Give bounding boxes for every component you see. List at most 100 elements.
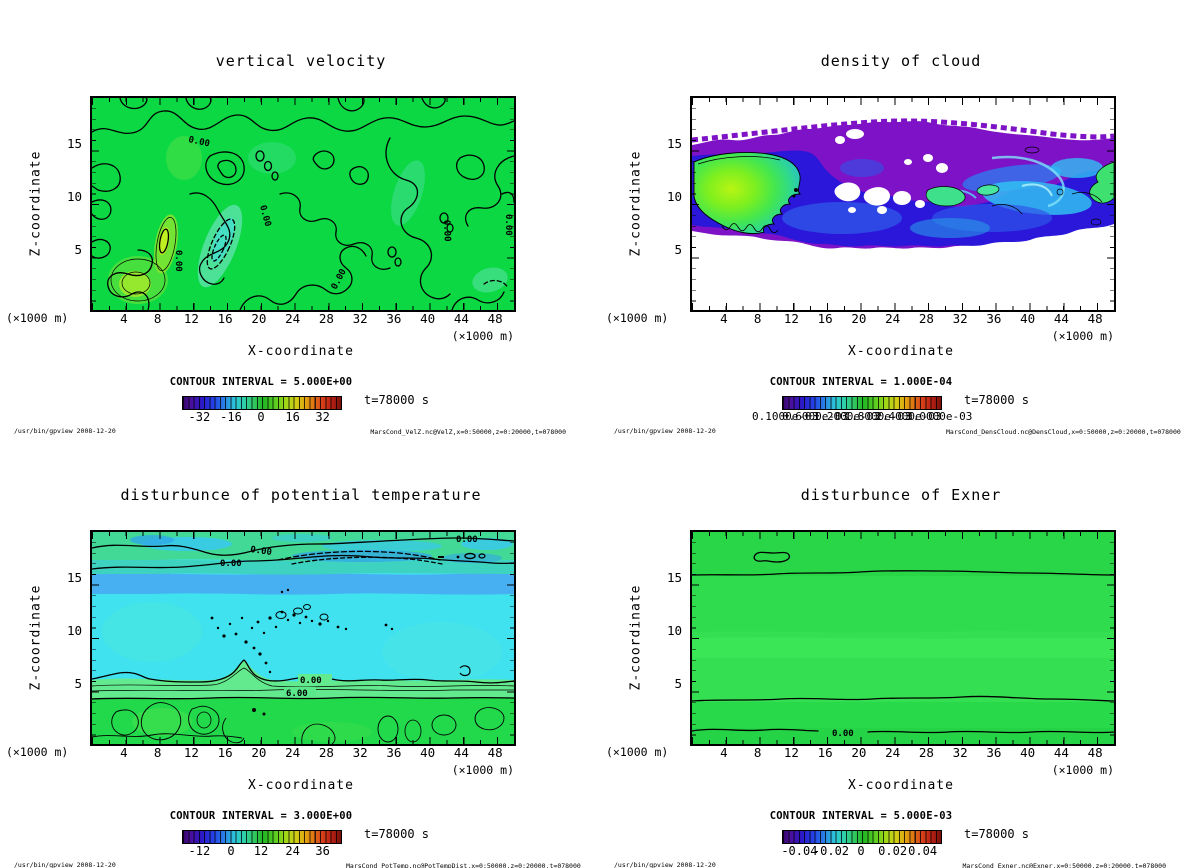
x-tick-label: 36 [386, 745, 402, 760]
contour-plot-canvas [692, 98, 1114, 310]
colorbar-tick-label: 0.02 [878, 844, 908, 858]
contour-label: 0.00 [173, 250, 183, 272]
colorbar-tick-label: -12 [188, 844, 211, 858]
page-title: disturbunce of potential temperature [120, 486, 482, 505]
y-tick-label: 5 [674, 242, 682, 257]
x-tick-label: 32 [352, 745, 368, 760]
contour-interval-caption: CONTOUR INTERVAL = 5.000E-03 [769, 810, 953, 822]
colorbar-tick-labels: -12 0 12 24 36 [182, 844, 340, 858]
y-tick-label: 10 [666, 623, 682, 638]
colorbar [182, 830, 342, 844]
colorbar [782, 396, 942, 410]
page-title: density of cloud [820, 52, 982, 71]
contour-plot-canvas: 0.00 [692, 532, 1114, 744]
panel-density-of-cloud: density of cloud Z-coordinate 15 10 5 [600, 0, 1200, 436]
x-tick-label: 32 [952, 311, 968, 326]
y-tick-label: 10 [666, 189, 682, 204]
x-axis-tick-labels: 4 8 12 16 20 24 28 32 36 40 44 48 [107, 311, 512, 326]
contour-interval-caption: CONTOUR INTERVAL = 5.000E+00 [169, 376, 353, 388]
x-tick-label: 40 [1020, 311, 1036, 326]
x-tick-label: 4 [720, 745, 728, 760]
x-tick-label: 24 [285, 311, 301, 326]
x-tick-label: 48 [1087, 311, 1103, 326]
x-tick-label: 44 [1053, 745, 1069, 760]
x-tick-label: 4 [720, 311, 728, 326]
colorbar [182, 396, 342, 410]
contour-interval-caption: CONTOUR INTERVAL = 1.000E-04 [769, 376, 953, 388]
renderer-footer: /usr/bin/gpview 2008-12-20 [614, 861, 716, 868]
x-tick-label: 28 [318, 311, 334, 326]
contour-plot-vertical-velocity: 0.00 0.00 0.00 0.00 0.00 0.00 [90, 96, 516, 312]
colorbar-tick-labels: -32 -16 0 16 32 [182, 410, 340, 424]
contour-label: 0.00 [300, 676, 322, 686]
colorbar-tick-label: -16 [220, 410, 242, 424]
colorbar-tick-label: 0 [857, 844, 865, 858]
colorbar-tick-label: 12 [253, 844, 269, 858]
x-tick-label: 12 [783, 745, 799, 760]
dataset-footer: MarsCond_VelZ.nc@VelZ,x=0:50000,z=0:2000… [370, 428, 566, 436]
x-tick-label: 20 [251, 745, 267, 760]
x-tick-label: 8 [753, 311, 762, 326]
y-tick-label: 10 [66, 623, 82, 638]
x-tick-label: 16 [217, 745, 233, 760]
contour-plot-exner: 0.00 [690, 530, 1116, 746]
x-tick-label: 32 [352, 311, 368, 326]
colorbar-tick-label: 1.2000e-03 [813, 410, 880, 423]
contour-plot-density-of-cloud [690, 96, 1116, 312]
y-axis-unit: (×1000 m) [6, 311, 69, 325]
x-tick-label: 12 [783, 311, 799, 326]
x-tick-label: 4 [120, 311, 128, 326]
colorbar-tick-label: 0.1000e-03 [752, 410, 819, 423]
page-title: disturbunce of Exner [800, 486, 1002, 505]
x-axis-tick-labels: 4 8 12 16 20 24 28 32 36 40 44 48 [107, 745, 512, 760]
x-tick-label: 8 [753, 745, 762, 760]
x-axis-label: X-coordinate [848, 778, 954, 793]
y-tick-label: 10 [66, 189, 82, 204]
y-tick-label: 5 [674, 676, 682, 691]
contour-label: 0.00 [832, 729, 854, 739]
contour-label: 0.00 [441, 220, 452, 242]
renderer-footer: /usr/bin/gpview 2008-12-20 [14, 861, 116, 868]
x-axis-label: X-coordinate [848, 344, 954, 359]
colorbar-tick-label: 0.04 [908, 844, 938, 858]
colorbar-tick-label: 32 [315, 410, 330, 424]
x-tick-label: 16 [817, 745, 833, 760]
contour-plot-potential-temperature: 0.00 6.00 0.00 0.00 0.00 [90, 530, 516, 746]
colorbar [782, 830, 942, 844]
x-axis-label: X-coordinate [248, 778, 354, 793]
x-axis-unit: (×1000 m) [1051, 329, 1114, 343]
x-tick-label: 40 [420, 311, 436, 326]
x-tick-label: 24 [885, 745, 901, 760]
dataset-footer: MarsCond_DensCloud.nc@DensCloud,x=0:5000… [946, 428, 1181, 436]
colorbar-tick-label: 0 [257, 410, 265, 424]
contour-interval-caption: CONTOUR INTERVAL = 3.000E+00 [169, 810, 353, 822]
dataset-footer: MarsCond_PotTemp.nc@PotTempDist,x=0:5000… [346, 862, 581, 868]
contour-label: 6.00 [286, 689, 308, 699]
x-tick-label: 24 [285, 745, 301, 760]
x-tick-label: 44 [1053, 311, 1069, 326]
time-label: t=78000 s [364, 827, 430, 841]
x-tick-label: 44 [453, 745, 469, 760]
y-tick-label: 15 [666, 570, 682, 585]
colorbar-tick-label: -0.02 [812, 844, 850, 858]
colorbar-tick-label: 24 [285, 844, 300, 858]
x-tick-label: 20 [851, 311, 867, 326]
x-tick-label: 48 [487, 311, 503, 326]
y-axis-unit: (×1000 m) [606, 745, 669, 759]
colorbar-tick-label: 2.4000e-03 [875, 410, 942, 423]
y-axis-unit: (×1000 m) [6, 745, 69, 759]
x-tick-label: 12 [183, 311, 199, 326]
colorbar-tick-label: -32 [188, 410, 211, 424]
x-tick-label: 36 [986, 745, 1002, 760]
dataset-footer: MarsCond_Exner.nc@Exner,x=0:50000,z=0:20… [962, 862, 1167, 868]
colorbar-tick-label: -0.04 [781, 844, 818, 858]
x-tick-label: 36 [986, 311, 1002, 326]
page-title: vertical velocity [215, 52, 387, 71]
colorbar-tick-label: 16 [285, 410, 300, 424]
x-tick-label: 28 [918, 745, 934, 760]
time-label: t=78000 s [364, 393, 430, 407]
x-tick-label: 40 [1020, 745, 1036, 760]
renderer-footer: /usr/bin/gpview 2008-12-20 [14, 427, 116, 435]
x-axis-tick-labels: 4 8 12 16 20 24 28 32 36 40 44 48 [707, 745, 1112, 760]
x-axis-tick-labels: 4 8 12 16 20 24 28 32 36 40 44 48 [707, 311, 1112, 326]
